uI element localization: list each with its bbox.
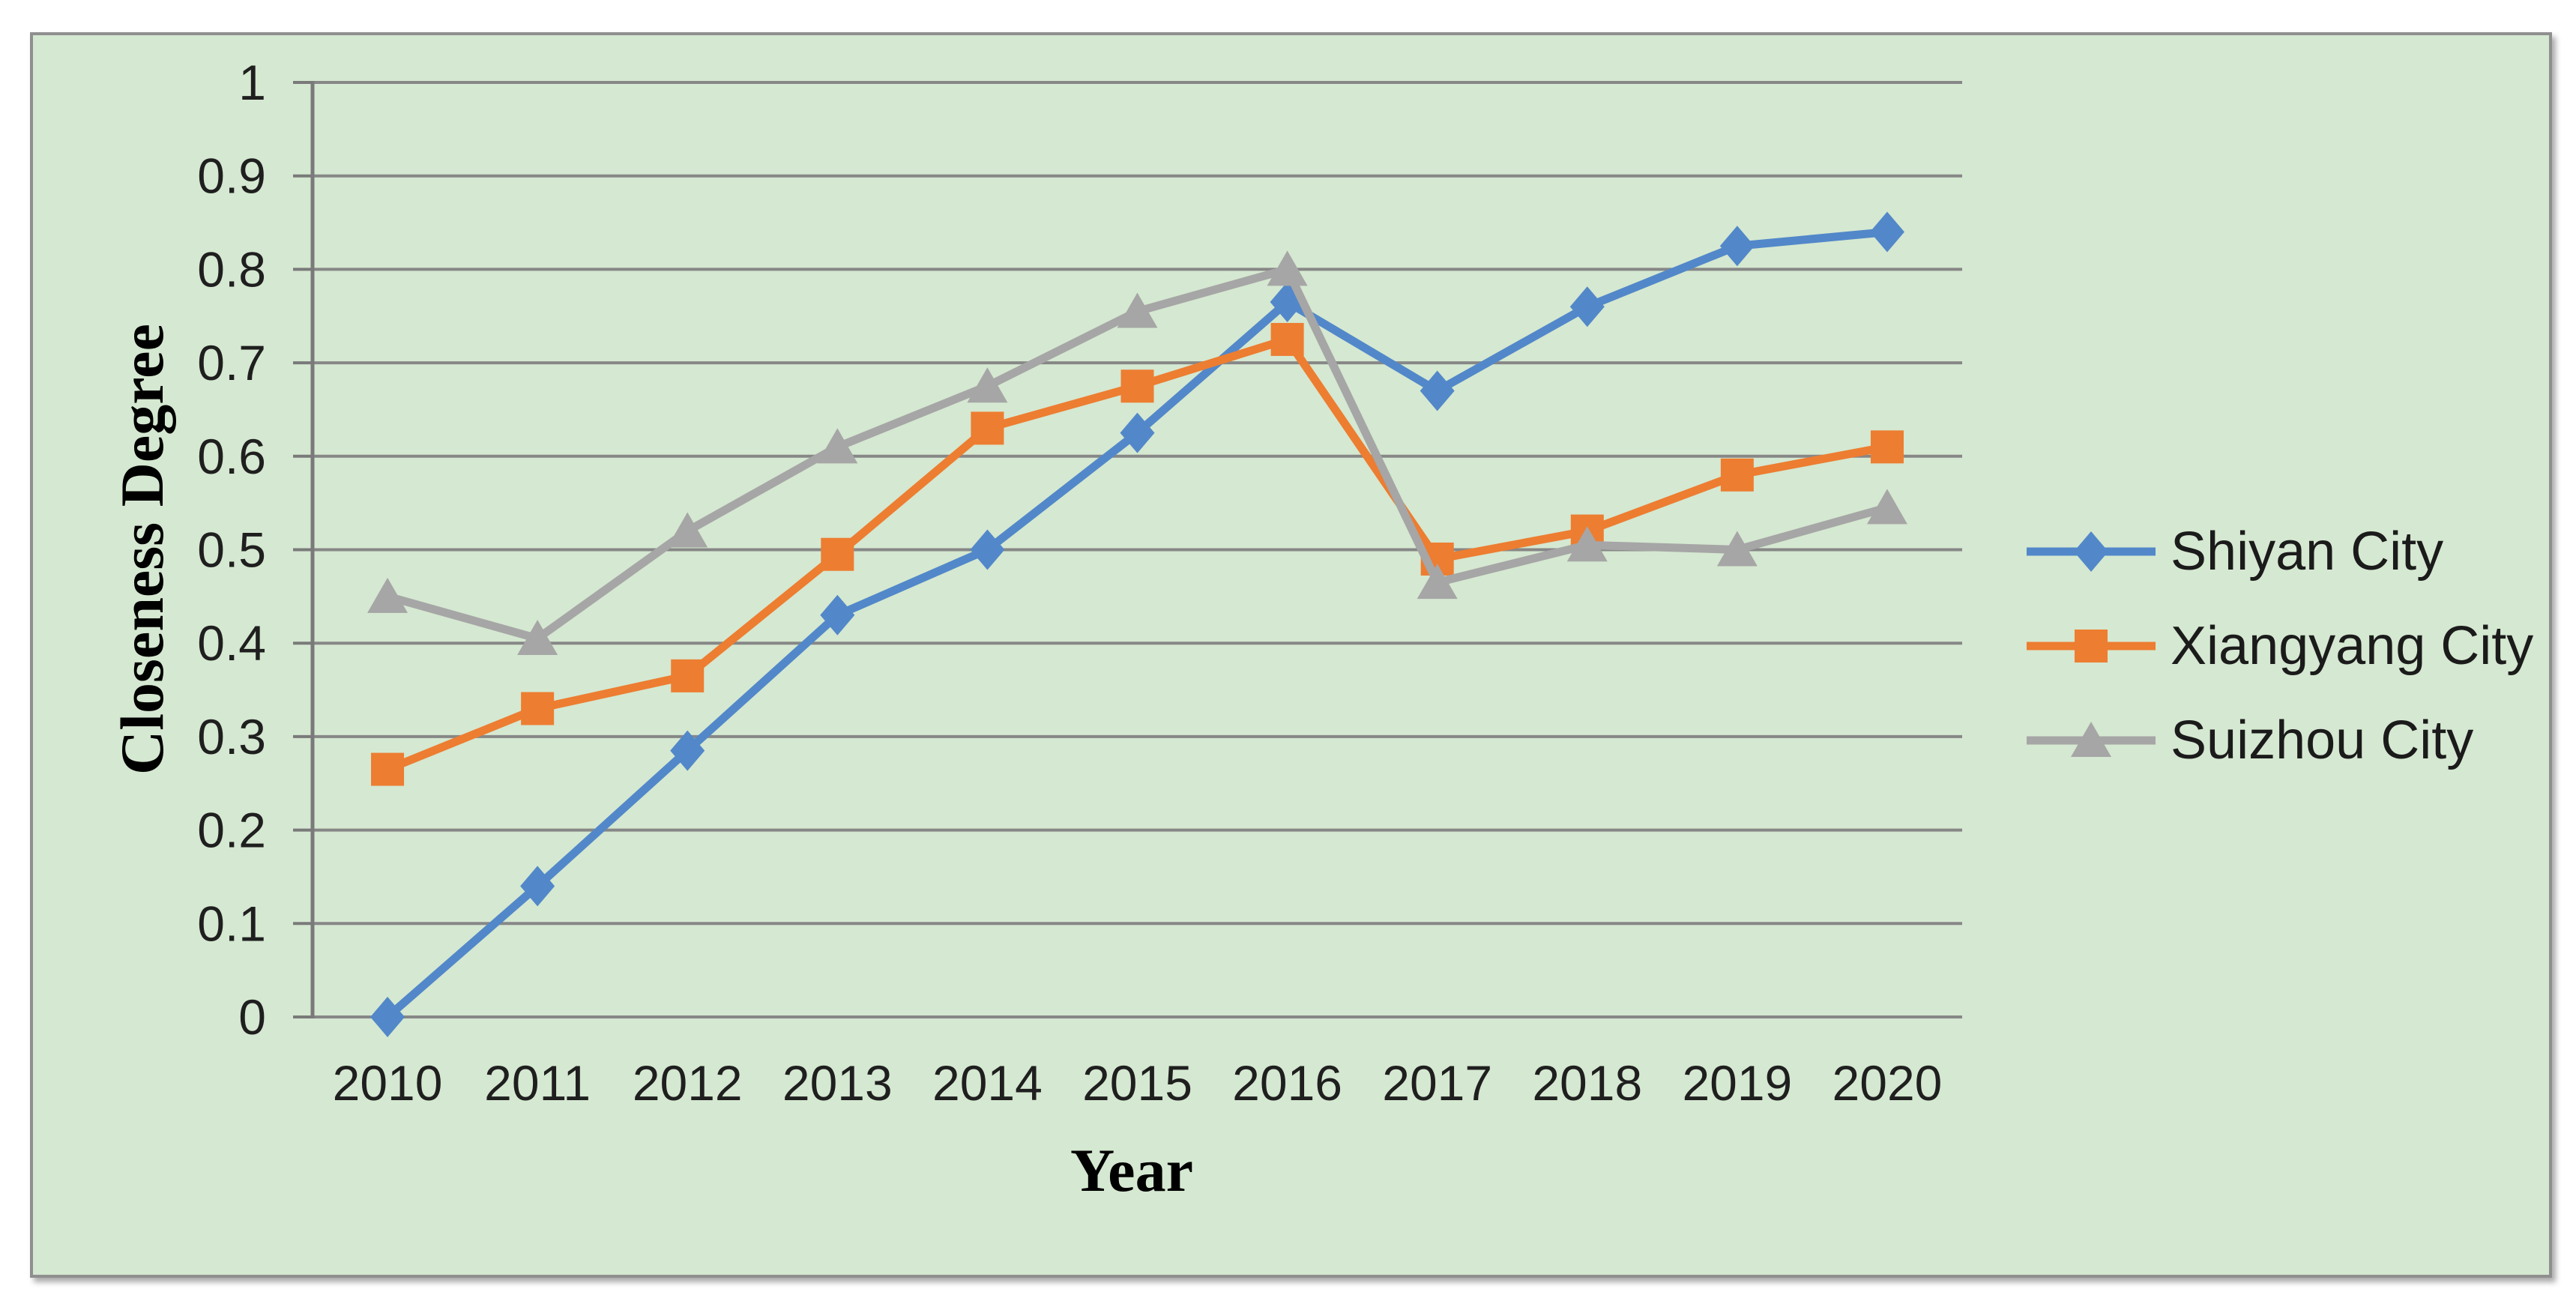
triangle-marker-icon xyxy=(517,619,558,655)
diamond-marker-icon xyxy=(1719,226,1755,267)
y-tick-label: 0.5 xyxy=(197,522,266,578)
y-tick-label: 1 xyxy=(238,55,266,110)
x-tick-label: 2014 xyxy=(932,1055,1043,1111)
y-tick-label: 0.9 xyxy=(197,148,266,204)
legend-label: Suizhou City xyxy=(2171,710,2474,770)
x-tick-label: 2015 xyxy=(1082,1055,1192,1111)
series-line xyxy=(383,335,1892,774)
y-tick-label: 0.1 xyxy=(197,896,266,951)
square-marker-icon xyxy=(821,537,854,571)
diamond-marker-icon xyxy=(970,529,1005,570)
legend-triangle-sample-icon xyxy=(2027,722,2156,757)
legend-label: Shiyan City xyxy=(2171,522,2444,582)
diamond-marker-icon xyxy=(520,866,555,907)
diamond-marker-icon xyxy=(370,997,405,1037)
y-tick-label: 0.7 xyxy=(197,335,266,390)
x-tick-label: 2010 xyxy=(333,1055,443,1111)
diamond-marker-icon xyxy=(1120,412,1155,453)
square-marker-icon xyxy=(371,752,405,786)
legend-diamond-sample-icon xyxy=(2027,531,2156,572)
diamond-marker-icon xyxy=(820,594,855,636)
diamond-marker-icon xyxy=(1569,286,1605,328)
y-tick-label: 0.4 xyxy=(197,615,266,671)
x-tick-label: 2011 xyxy=(484,1055,591,1111)
series-suizhou-city xyxy=(367,250,1907,655)
x-tick-label: 2017 xyxy=(1382,1055,1492,1111)
square-marker-icon xyxy=(971,411,1004,445)
triangle-marker-icon xyxy=(367,577,408,613)
x-tick-label: 2016 xyxy=(1232,1055,1342,1111)
triangle-marker-icon xyxy=(667,512,708,548)
diamond-marker-icon xyxy=(670,730,705,771)
square-marker-icon xyxy=(671,659,705,692)
legend-square-sample-icon xyxy=(2027,630,2156,662)
square-marker-icon xyxy=(1120,369,1154,403)
square-marker-icon xyxy=(521,692,555,725)
diamond-marker-icon xyxy=(1869,211,1904,253)
series-line xyxy=(383,228,1892,1021)
square-marker-icon xyxy=(1270,322,1304,356)
diamond-marker-icon xyxy=(2074,531,2108,572)
triangle-marker-icon xyxy=(1866,489,1907,525)
square-marker-icon xyxy=(1870,430,1904,464)
square-marker-icon xyxy=(1720,458,1754,492)
y-tick-label: 0.6 xyxy=(197,429,266,484)
triangle-marker-icon xyxy=(1117,292,1158,328)
diamond-marker-icon xyxy=(1420,370,1455,411)
triangle-marker-icon xyxy=(817,428,858,464)
x-tick-label: 2013 xyxy=(782,1055,893,1111)
square-marker-icon xyxy=(2075,630,2108,662)
x-tick-label: 2018 xyxy=(1532,1055,1642,1111)
triangle-marker-icon xyxy=(1716,531,1758,567)
triangle-marker-icon xyxy=(1267,250,1308,286)
x-axis-title: Year xyxy=(1070,1136,1193,1204)
series-xiangyang-city xyxy=(371,322,1904,786)
legend-item-shiyan-city: Shiyan City xyxy=(2024,513,2443,591)
y-tick-label: 0.2 xyxy=(197,803,266,858)
legend-item-xiangyang-city: Xiangyang City xyxy=(2024,607,2533,685)
triangle-marker-icon xyxy=(2071,722,2111,757)
triangle-marker-icon xyxy=(1566,526,1608,562)
x-tick-label: 2019 xyxy=(1682,1055,1792,1111)
y-tick-label: 0.8 xyxy=(197,241,266,297)
triangle-marker-icon xyxy=(967,367,1008,403)
x-tick-label: 2020 xyxy=(1833,1055,1943,1111)
y-tick-label: 0.3 xyxy=(197,709,266,764)
legend-label: Xiangyang City xyxy=(2171,616,2534,676)
legend-item-suizhou-city: Suizhou City xyxy=(2024,701,2473,779)
series-shiyan-city xyxy=(370,211,1904,1037)
y-axis-title: Closeness Degree xyxy=(108,324,176,775)
x-tick-label: 2012 xyxy=(633,1055,743,1111)
chart-panel xyxy=(30,32,2552,1278)
y-tick-label: 0 xyxy=(238,989,266,1045)
triangle-marker-icon xyxy=(1417,564,1458,600)
